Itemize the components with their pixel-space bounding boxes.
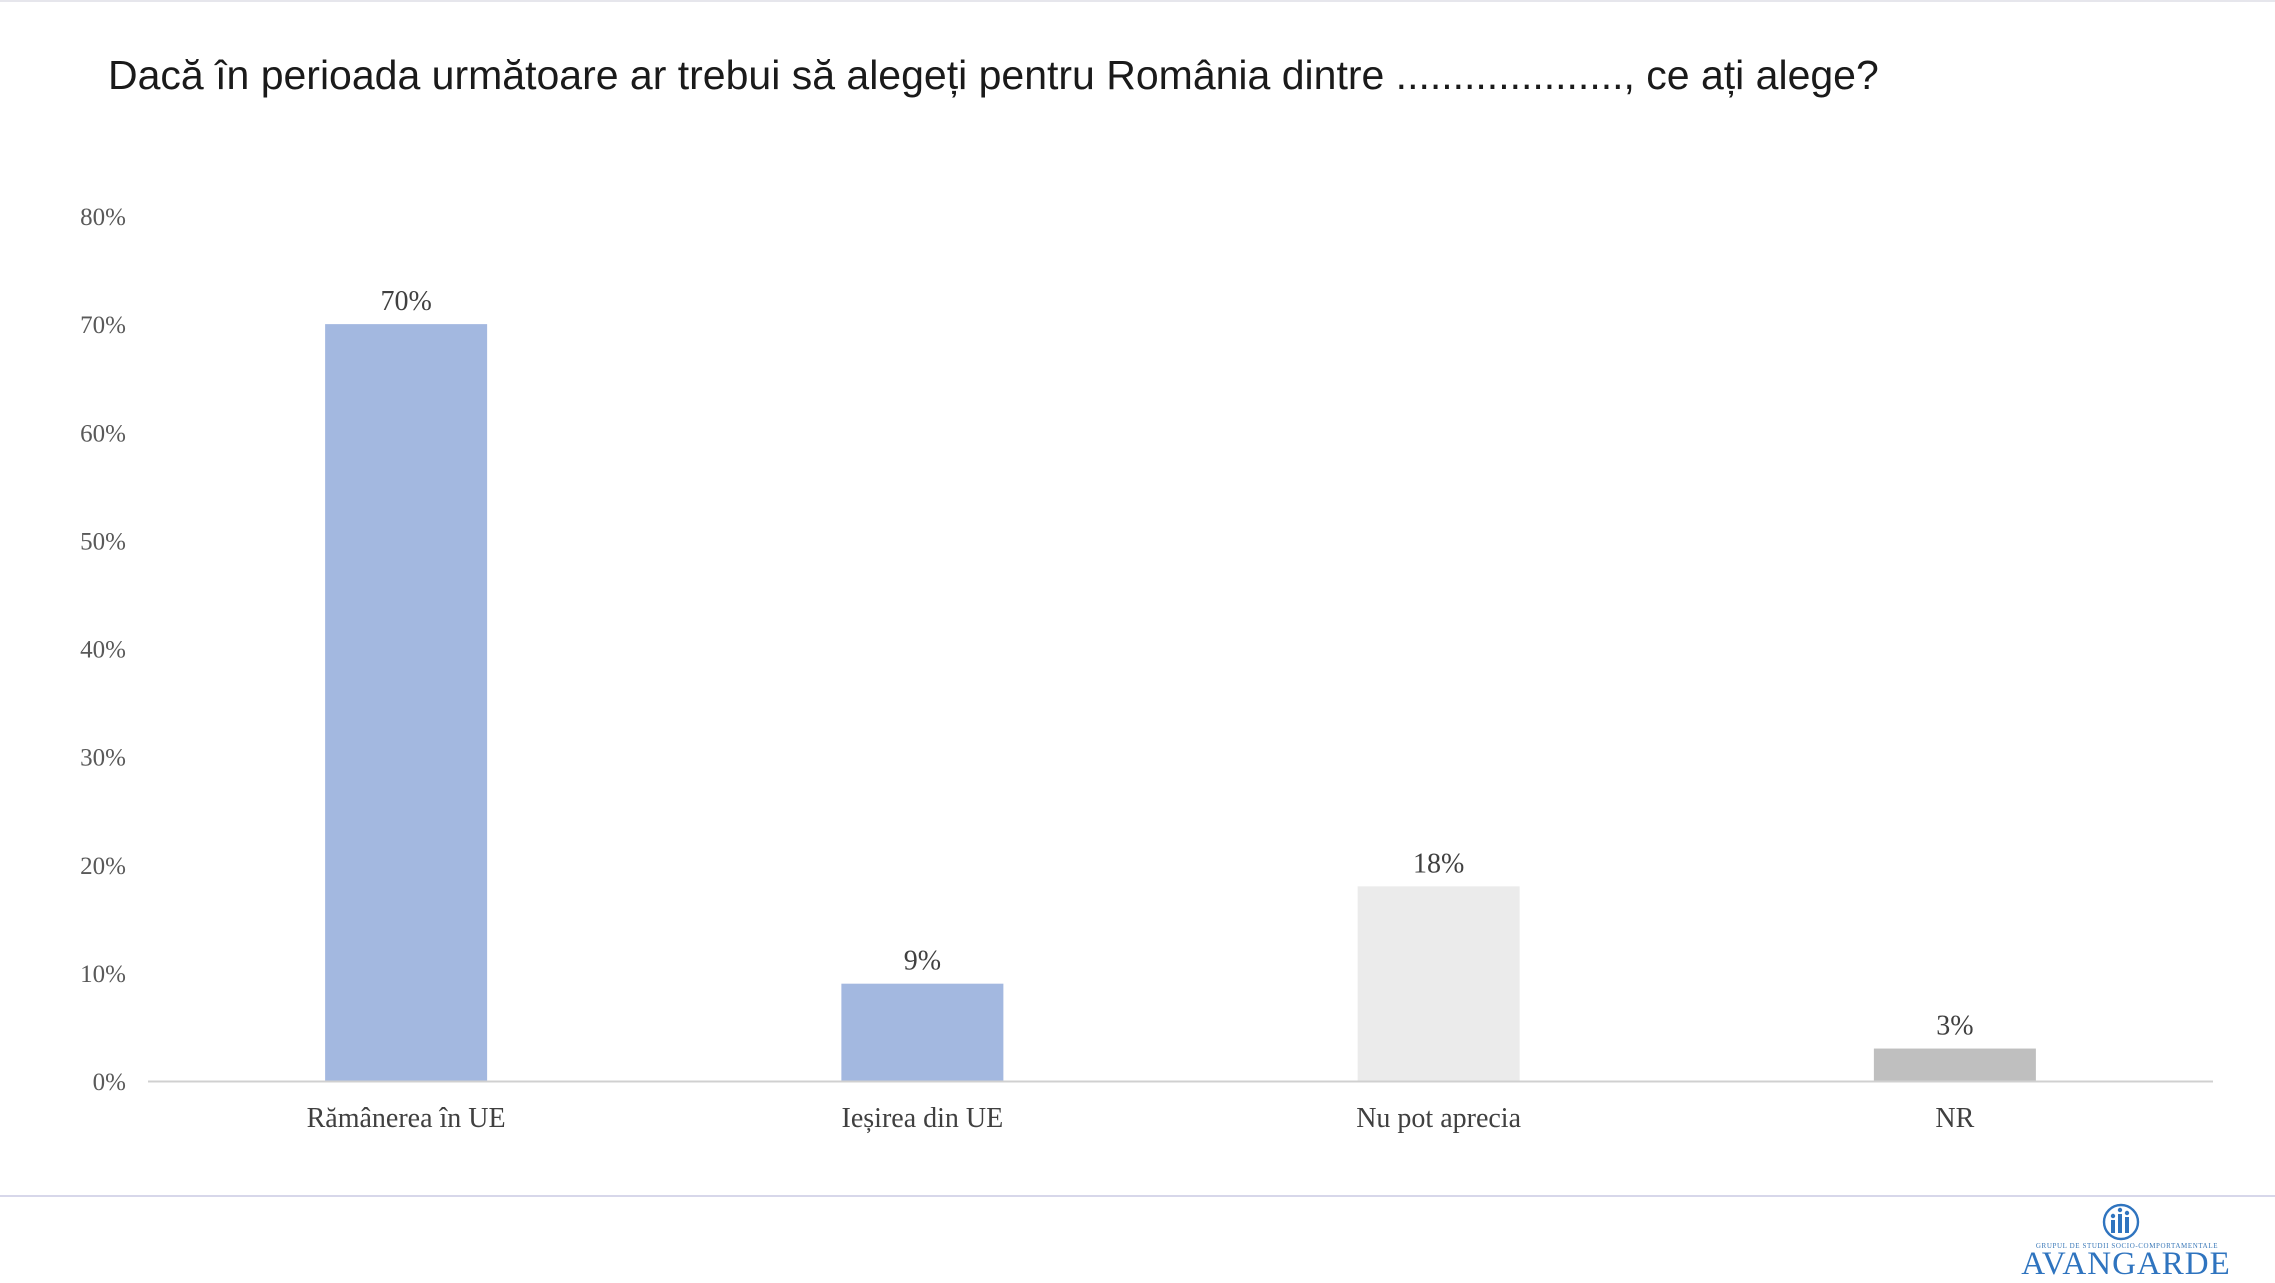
logo-wordmark: AVANGARDE (2021, 1246, 2231, 1282)
x-category-label: Rămânerea în UE (307, 1103, 506, 1134)
bar (325, 324, 488, 1081)
y-tick-label: 50% (80, 528, 126, 555)
data-label: 3% (1936, 1011, 1973, 1042)
data-label: 18% (1413, 848, 1464, 879)
y-tick-label: 20% (80, 853, 126, 880)
footer-rule (0, 1195, 2275, 1197)
data-label: 70% (380, 286, 431, 317)
x-category-label: Nu pot aprecia (1356, 1103, 1521, 1134)
y-tick-label: 10% (80, 961, 126, 988)
data-label: 9% (904, 946, 941, 977)
y-tick-label: 80% (80, 204, 126, 231)
x-category-label: Ieșirea din UE (842, 1103, 1004, 1134)
bar (841, 983, 1004, 1081)
chart-title: Dacă în perioada următoare ar trebui să … (108, 52, 1879, 98)
bar (1873, 1048, 2036, 1081)
y-tick-label: 60% (80, 420, 126, 447)
logo-tagline: GRUPUL DE STUDII SOCIO-COMPORTAMENTALE (2035, 1242, 2219, 1250)
top-rule (0, 0, 2275, 2)
y-tick-label: 0% (93, 1069, 126, 1096)
bar-chart: 0% 10% 20% 30% 40% 50% 60% 70% 80% 70% Rămânerea î… (80, 204, 2213, 1134)
y-tick-label: 40% (80, 637, 126, 664)
y-tick-label: 30% (80, 745, 126, 772)
y-tick-label: 70% (80, 312, 126, 339)
logo-emblem-icon (2102, 1203, 2140, 1241)
avangarde-logo: GRUPUL DE STUDII SOCIO-COMPORTAMENTALE A… (2001, 1202, 2251, 1282)
x-category-label: NR (1935, 1103, 1974, 1134)
bar (1357, 886, 1520, 1081)
